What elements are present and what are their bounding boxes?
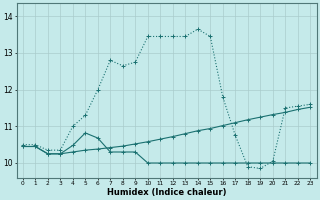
X-axis label: Humidex (Indice chaleur): Humidex (Indice chaleur) — [107, 188, 226, 197]
